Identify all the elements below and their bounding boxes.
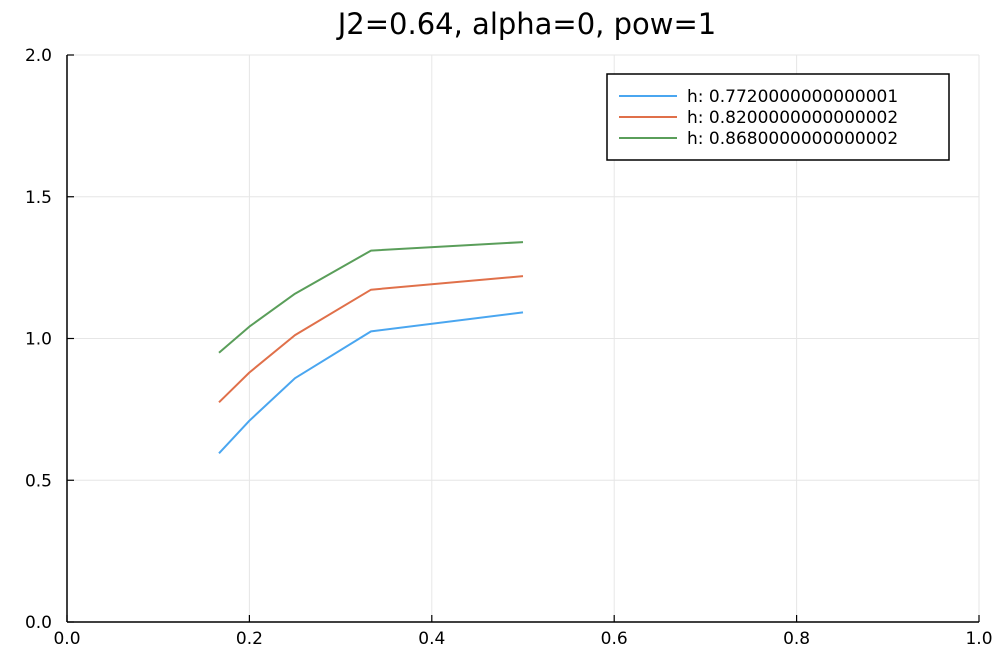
legend-label: h: 0.8200000000000002 xyxy=(687,108,898,128)
x-tick-label: 1.0 xyxy=(965,629,992,649)
x-tick-label: 0.6 xyxy=(601,629,628,649)
series-line xyxy=(218,241,524,354)
tick-labels: 0.0 0.2 0.4 0.6 0.8 1.0 0.0 0.5 1.0 1.5 2.0 xyxy=(25,46,993,649)
x-tick-label: 0.0 xyxy=(53,629,80,649)
x-tick-label: 0.2 xyxy=(236,629,263,649)
axes xyxy=(66,54,980,623)
series-lines xyxy=(218,241,524,454)
series-line xyxy=(218,311,524,454)
legend-label: h: 0.7720000000000001 xyxy=(687,87,898,107)
grid-lines xyxy=(66,54,980,623)
x-tick-label: 0.4 xyxy=(418,629,445,649)
y-tick-label: 0.5 xyxy=(25,471,52,491)
x-tick-label: 0.8 xyxy=(783,629,810,649)
y-tick-label: 2.0 xyxy=(25,46,52,66)
series-line xyxy=(218,275,524,404)
y-tick-label: 0.0 xyxy=(25,613,52,633)
legend-label: h: 0.8680000000000002 xyxy=(687,129,898,149)
y-tick-label: 1.5 xyxy=(25,188,52,208)
y-tick-label: 1.0 xyxy=(25,330,52,350)
chart-title: J2=0.64, alpha=0, pow=1 xyxy=(336,7,717,41)
